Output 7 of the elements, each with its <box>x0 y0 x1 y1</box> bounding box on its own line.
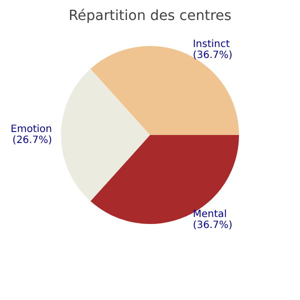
data-label: (36.7%) <box>192 220 233 231</box>
slice-label: Mental <box>192 208 227 220</box>
slice-label: Instinct <box>192 39 230 50</box>
data-label: (26.7%) <box>12 135 52 146</box>
chart-title: Répartition des centres <box>68 8 232 24</box>
data-label: (36.7%) <box>192 50 232 62</box>
slice-label: Emotion <box>10 124 52 136</box>
